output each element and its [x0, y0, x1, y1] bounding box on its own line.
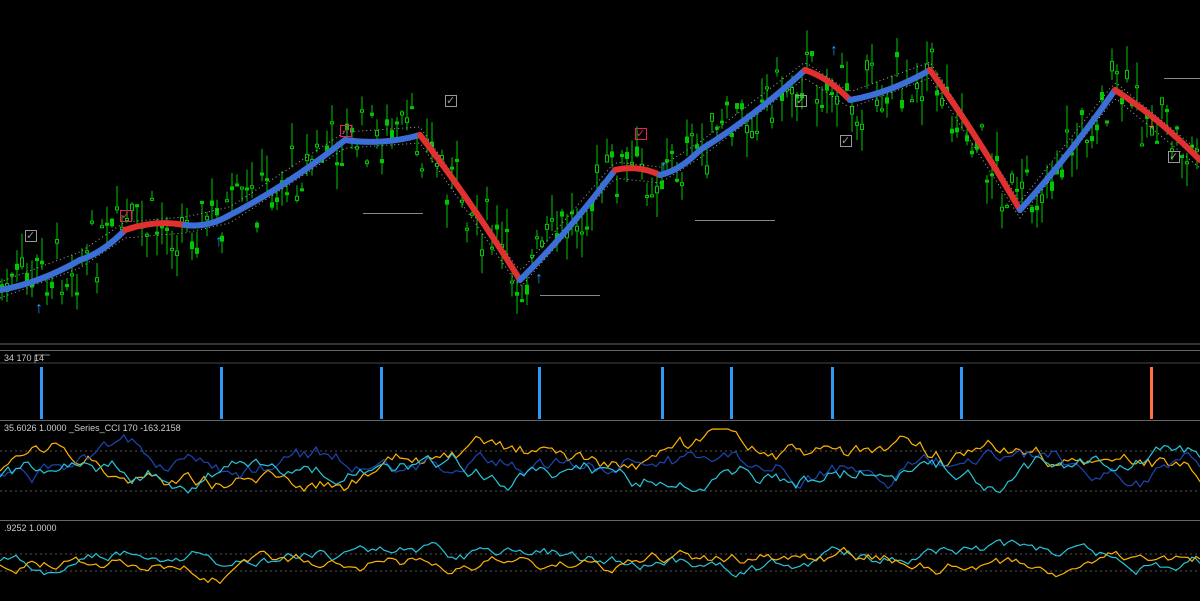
signal-checkbox-marker: ✓ [25, 230, 37, 242]
level-line [363, 213, 423, 214]
signal-checkbox-marker: ✓ [635, 128, 647, 140]
price-chart-panel[interactable]: ✓ ✓ ✓ ✓ ✓ ✓ ✓ ✓ ↑ ↑ ↑ ↑ ↑ ↓ [0, 0, 1200, 350]
cci-label: 35.6026 1.0000 _Series_CCI 170 -163.2158 [4, 423, 181, 433]
oscillator-label: .9252 1.0000 [4, 523, 57, 533]
cci-svg [0, 421, 1200, 521]
signal-bars-svg [0, 351, 1200, 421]
signal-bars-label: 34 170 14 [4, 353, 44, 363]
buy-arrow-icon: ↑ [830, 42, 838, 60]
buy-arrow-icon: ↑ [35, 300, 43, 318]
oscillator-svg [0, 521, 1200, 601]
signal-checkbox-marker: ✓ [1168, 151, 1180, 163]
level-line [1164, 78, 1200, 79]
level-line [695, 220, 775, 221]
signal-checkbox-marker: ✓ [445, 95, 457, 107]
buy-arrow-icon: ↑ [215, 233, 223, 251]
signal-checkbox-marker: ✓ [340, 125, 352, 137]
signal-checkbox-marker: ✓ [120, 210, 132, 222]
cci-indicator-panel[interactable]: 35.6026 1.0000 _Series_CCI 170 -163.2158 [0, 420, 1200, 520]
buy-arrow-icon: ↑ [660, 158, 668, 176]
signal-checkbox-marker: ✓ [840, 135, 852, 147]
buy-arrow-icon: ↑ [535, 270, 543, 288]
signal-checkbox-marker: ✓ [795, 95, 807, 107]
sell-arrow-icon: ↓ [1148, 115, 1156, 133]
price-chart-svg [0, 0, 1200, 350]
signal-bars-panel[interactable]: 34 170 14 [0, 350, 1200, 420]
oscillator-panel[interactable]: .9252 1.0000 [0, 520, 1200, 600]
level-line [540, 295, 600, 296]
